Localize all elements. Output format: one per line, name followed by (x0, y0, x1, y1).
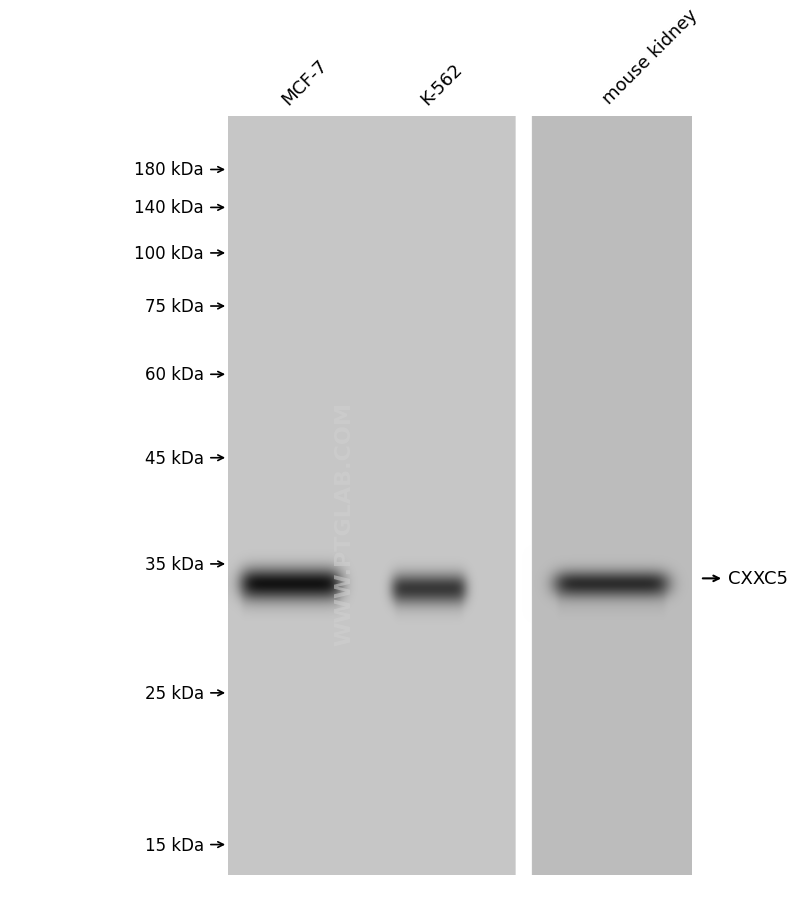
Text: 35 kDa: 35 kDa (145, 556, 204, 574)
Text: WWW.PTGLAB.COM: WWW.PTGLAB.COM (334, 401, 354, 645)
Text: 15 kDa: 15 kDa (145, 835, 204, 853)
Text: mouse kidney: mouse kidney (599, 6, 701, 108)
Bar (228, 117, 516, 875)
Text: 60 kDa: 60 kDa (145, 366, 204, 384)
Text: 75 kDa: 75 kDa (145, 298, 204, 316)
Text: 45 kDa: 45 kDa (145, 449, 204, 467)
Text: 140 kDa: 140 kDa (134, 199, 204, 217)
Bar (532, 117, 692, 875)
Text: CXXC5: CXXC5 (728, 570, 788, 588)
Text: 180 kDa: 180 kDa (134, 161, 204, 179)
Text: MCF-7: MCF-7 (278, 56, 331, 108)
Text: K-562: K-562 (417, 60, 466, 108)
Text: 100 kDa: 100 kDa (134, 244, 204, 262)
Text: 25 kDa: 25 kDa (145, 684, 204, 702)
